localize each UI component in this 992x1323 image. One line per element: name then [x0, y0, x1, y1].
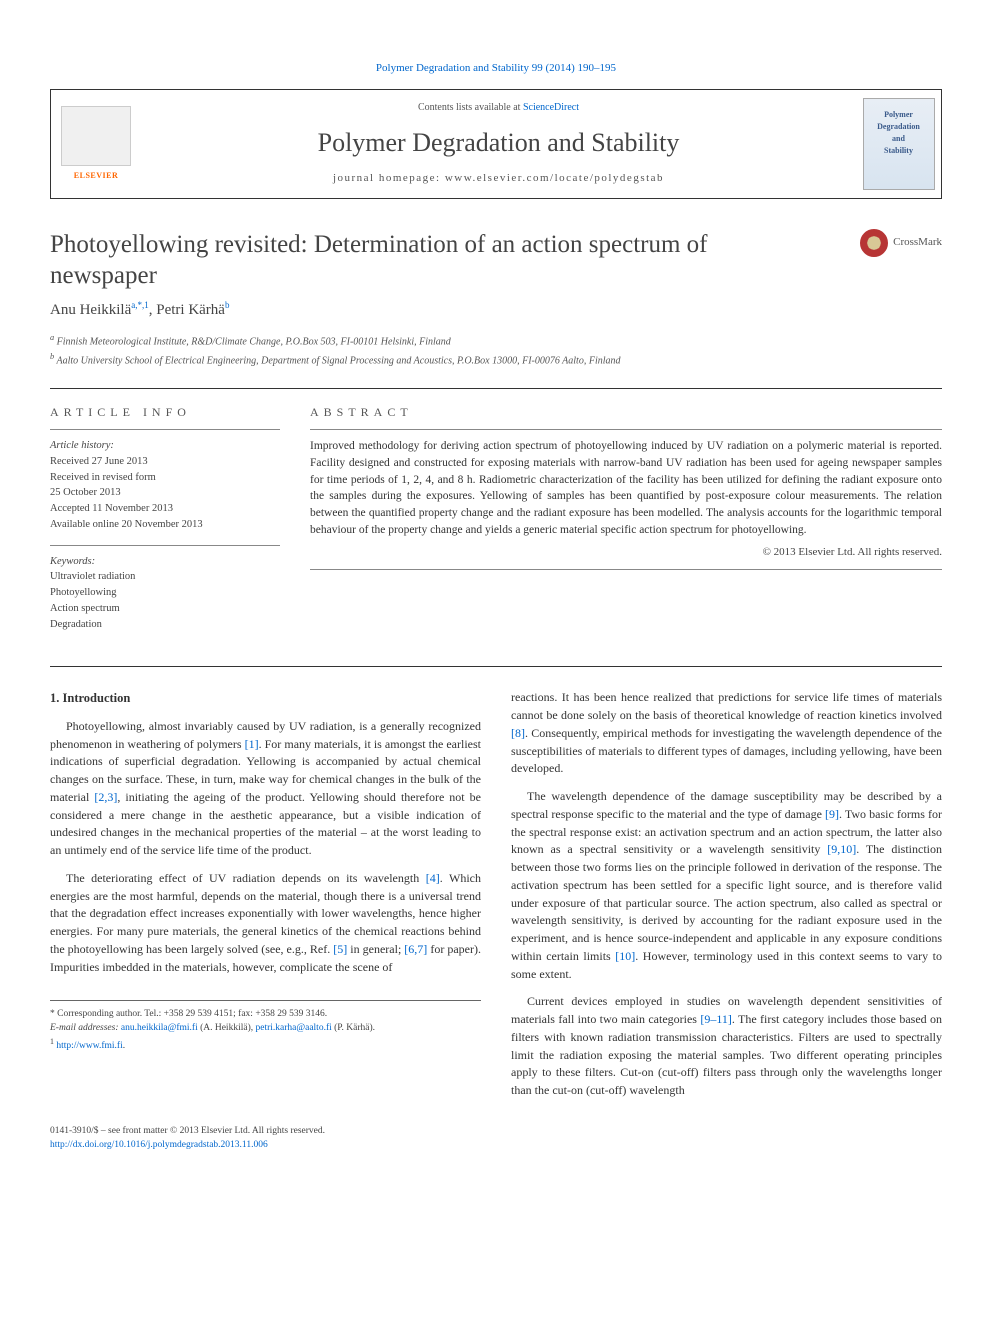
email-2-who: (P. Kärhä).: [332, 1023, 375, 1033]
email-2-link[interactable]: petri.karha@aalto.fi: [255, 1023, 331, 1033]
issn-line: 0141-3910/$ – see front matter © 2013 El…: [50, 1124, 942, 1138]
divider: [310, 569, 942, 570]
history-revised1: Received in revised form: [50, 470, 280, 486]
email-label: E-mail addresses:: [50, 1023, 121, 1033]
bottom-matter: 0141-3910/$ – see front matter © 2013 El…: [50, 1124, 942, 1153]
ref-9-10[interactable]: [9,10]: [827, 842, 856, 856]
authors: Anu Heikkiläa,*,1, Petri Kärhäb: [50, 299, 942, 322]
p4-text-c: . The distinction between those two form…: [511, 842, 942, 963]
journal-header: ELSEVIER Contents lists available at Sci…: [50, 89, 942, 199]
contents-available: Contents lists available at ScienceDirec…: [149, 100, 848, 115]
journal-cover: Polymer Degradation and Stability: [856, 90, 941, 198]
keywords-block: Keywords: Ultraviolet radiation Photoyel…: [50, 554, 280, 633]
sciencedirect-link[interactable]: ScienceDirect: [523, 102, 579, 113]
author-2: Petri Kärhä: [156, 302, 225, 318]
p3-text-b: . Consequently, empirical methods for in…: [511, 726, 942, 776]
abstract-column: ABSTRACT Improved methodology for derivi…: [310, 403, 942, 644]
affiliation-b: b Aalto University School of Electrical …: [50, 351, 942, 368]
divider: [50, 388, 942, 389]
crossmark-icon: [860, 229, 888, 257]
abstract-copyright: © 2013 Elsevier Ltd. All rights reserved…: [310, 544, 942, 561]
author-2-sup: b: [225, 300, 230, 310]
divider: [50, 545, 280, 546]
footnote-1: 1 http://www.fmi.fi.: [50, 1036, 481, 1053]
ref-10[interactable]: [10]: [615, 949, 635, 963]
footnote-1-dot: .: [123, 1041, 125, 1051]
affiliation-a: a Finnish Meteorological Institute, R&D/…: [50, 332, 942, 349]
article-info-column: ARTICLE INFO Article history: Received 2…: [50, 403, 280, 644]
journal-reference: Polymer Degradation and Stability 99 (20…: [50, 60, 942, 77]
paragraph-3: reactions. It has been hence realized th…: [511, 689, 942, 778]
article-history: Article history: Received 27 June 2013 R…: [50, 438, 280, 533]
affiliation-b-text: Aalto University School of Electrical En…: [57, 355, 621, 366]
divider: [50, 666, 942, 667]
affiliation-a-text: Finnish Meteorological Institute, R&D/Cl…: [57, 336, 451, 347]
abstract-heading: ABSTRACT: [310, 403, 942, 421]
elsevier-logo: ELSEVIER: [51, 90, 141, 198]
body-columns: 1. Introduction Photoyellowing, almost i…: [50, 689, 942, 1110]
affiliations: a Finnish Meteorological Institute, R&D/…: [50, 332, 942, 369]
elsevier-tree-icon: [61, 106, 131, 166]
p2-text-a: The deteriorating effect of UV radiation…: [66, 871, 426, 885]
p3-text-a: reactions. It has been hence realized th…: [511, 690, 942, 722]
history-revised2: 25 October 2013: [50, 485, 280, 501]
cover-thumbnail: Polymer Degradation and Stability: [863, 98, 935, 190]
article-info-heading: ARTICLE INFO: [50, 403, 280, 421]
history-online: Available online 20 November 2013: [50, 517, 280, 533]
right-column: reactions. It has been hence realized th…: [511, 689, 942, 1110]
article-title: Photoyellowing revisited: Determination …: [50, 229, 810, 292]
email-addresses: E-mail addresses: anu.heikkila@fmi.fi (A…: [50, 1021, 481, 1035]
abstract-text: Improved methodology for deriving action…: [310, 438, 942, 538]
corresponding-author: * Corresponding author. Tel.: +358 29 53…: [50, 1007, 481, 1021]
keyword-3: Action spectrum: [50, 601, 280, 617]
footnote-1-link[interactable]: http://www.fmi.fi: [56, 1041, 122, 1051]
ref-8[interactable]: [8]: [511, 726, 525, 740]
email-1-who: (A. Heikkilä),: [198, 1023, 256, 1033]
divider: [50, 429, 280, 430]
elsevier-text: ELSEVIER: [74, 170, 118, 182]
ref-6-7[interactable]: [6,7]: [404, 942, 427, 956]
contents-prefix: Contents lists available at: [418, 102, 523, 113]
footnote-1-sup: 1: [50, 1037, 54, 1046]
left-column: 1. Introduction Photoyellowing, almost i…: [50, 689, 481, 1110]
ref-9-11[interactable]: [9–11]: [700, 1012, 732, 1026]
ref-4[interactable]: [4]: [426, 871, 440, 885]
section-1-heading: 1. Introduction: [50, 689, 481, 708]
paragraph-5: Current devices employed in studies on w…: [511, 993, 942, 1100]
cover-line2: Degradation: [877, 121, 920, 133]
crossmark-badge[interactable]: CrossMark: [860, 229, 942, 257]
cover-line3: and: [892, 133, 905, 145]
keyword-1: Ultraviolet radiation: [50, 569, 280, 585]
history-label: Article history:: [50, 438, 280, 454]
ref-1[interactable]: [1]: [245, 737, 259, 751]
crossmark-label: CrossMark: [893, 234, 942, 251]
journal-name: Polymer Degradation and Stability: [149, 123, 848, 162]
ref-2-3[interactable]: [2,3]: [94, 790, 117, 804]
history-received: Received 27 June 2013: [50, 454, 280, 470]
author-1-sup: a,*,1: [131, 300, 149, 310]
keyword-2: Photoyellowing: [50, 585, 280, 601]
header-center: Contents lists available at ScienceDirec…: [141, 90, 856, 198]
keyword-4: Degradation: [50, 617, 280, 633]
ref-5[interactable]: [5]: [333, 942, 347, 956]
keywords-label: Keywords:: [50, 554, 280, 570]
paragraph-4: The wavelength dependence of the damage …: [511, 788, 942, 983]
p2-text-c: in general;: [347, 942, 404, 956]
ref-9[interactable]: [9]: [825, 807, 839, 821]
divider: [310, 429, 942, 430]
cover-line4: Stability: [884, 145, 913, 157]
paragraph-1: Photoyellowing, almost invariably caused…: [50, 718, 481, 860]
footnotes: * Corresponding author. Tel.: +358 29 53…: [50, 1000, 481, 1052]
journal-homepage: journal homepage: www.elsevier.com/locat…: [149, 170, 848, 187]
author-1: Anu Heikkilä: [50, 302, 131, 318]
email-1-link[interactable]: anu.heikkila@fmi.fi: [121, 1023, 198, 1033]
cover-line1: Polymer: [884, 109, 913, 121]
history-accepted: Accepted 11 November 2013: [50, 501, 280, 517]
paragraph-2: The deteriorating effect of UV radiation…: [50, 870, 481, 977]
doi-link[interactable]: http://dx.doi.org/10.1016/j.polymdegrads…: [50, 1140, 268, 1150]
